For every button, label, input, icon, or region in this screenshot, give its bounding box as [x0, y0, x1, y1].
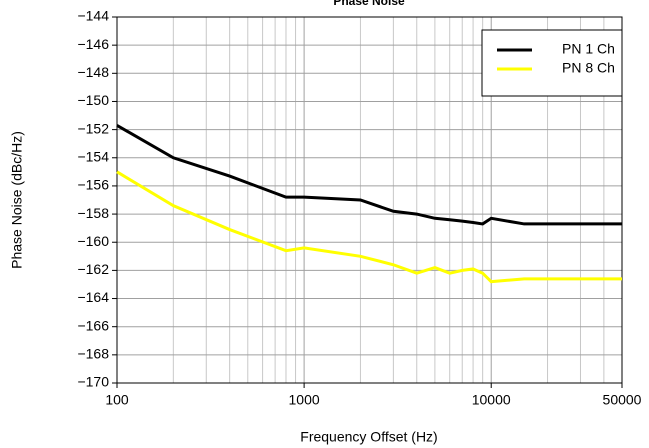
legend-label: PN 1 Ch — [562, 41, 615, 57]
x-tick-label: 100 — [105, 392, 129, 408]
y-tick-label: −146 — [77, 36, 109, 52]
x-tick-label: 1000 — [289, 392, 320, 408]
y-tick-label: −160 — [77, 233, 109, 249]
series-line — [116, 170, 622, 284]
x-tick-label: 50000 — [603, 392, 642, 408]
legend-label: PN 8 Ch — [562, 60, 615, 76]
y-tick-label: −166 — [77, 317, 109, 333]
y-tick-label: −164 — [77, 289, 109, 305]
y-tick-label: −144 — [77, 8, 109, 24]
y-tick-label: −170 — [77, 374, 109, 390]
y-tick-label: −168 — [77, 346, 109, 362]
legend-box — [481, 29, 623, 97]
series-line — [116, 124, 622, 226]
y-tick-label: −150 — [77, 92, 109, 108]
y-tick-label: −158 — [77, 205, 109, 221]
y-tick-label: −156 — [77, 177, 109, 193]
x-axis-label: Frequency Offset (Hz) — [300, 429, 437, 445]
y-tick-label: −152 — [77, 120, 109, 136]
plot-frame — [116, 16, 623, 384]
y-axis-label: Phase Noise (dBc/Hz) — [9, 131, 25, 269]
y-tick-label: −162 — [77, 261, 109, 277]
y-tick-label: −148 — [77, 64, 109, 80]
x-tick-label: 10000 — [472, 392, 511, 408]
chart-title: Phase Noise — [333, 0, 405, 8]
y-tick-label: −154 — [77, 148, 109, 164]
